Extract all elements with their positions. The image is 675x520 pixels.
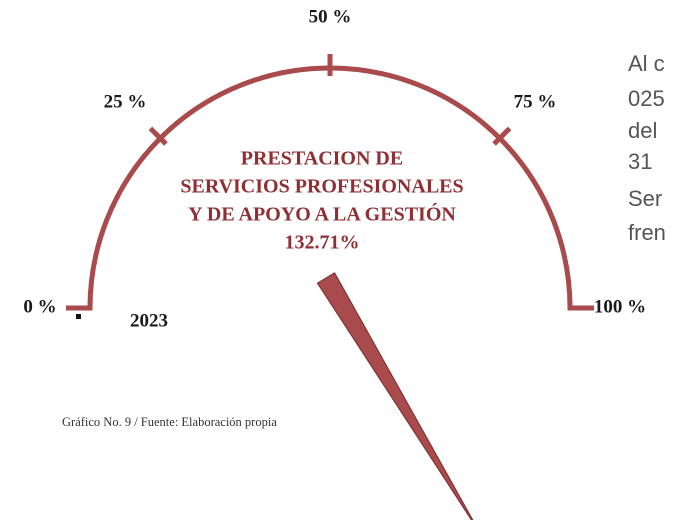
gauge-title: SERVICIOS PROFESIONALES <box>180 176 463 198</box>
side-text: Ser <box>628 186 662 211</box>
side-text: Al c <box>628 51 665 76</box>
side-text: fren <box>628 220 666 245</box>
tick-label: 25 % <box>104 91 147 112</box>
tick-mark <box>148 126 168 146</box>
category-label: 2023 <box>130 310 168 331</box>
end-marker <box>76 314 81 319</box>
side-text: 31 <box>628 149 652 174</box>
value-label: 132.71% <box>285 232 360 254</box>
needle <box>316 272 474 520</box>
caption: Gráfico No. 9 / Fuente: Elaboración prop… <box>62 415 277 429</box>
tick-mark <box>567 302 594 311</box>
tick-mark <box>492 126 512 146</box>
tick-label: 75 % <box>514 91 557 112</box>
side-text: 025 <box>628 86 665 111</box>
gauge-title: PRESTACION DE <box>241 148 403 170</box>
tick-label: 50 % <box>309 6 352 27</box>
gauge-title: Y DE APOYO A LA GESTIÓN <box>188 202 456 226</box>
tick-mark <box>66 302 93 311</box>
tick-label: 0 % <box>23 296 56 317</box>
tick-label: 100 % <box>594 296 646 317</box>
side-text: del <box>628 118 657 143</box>
